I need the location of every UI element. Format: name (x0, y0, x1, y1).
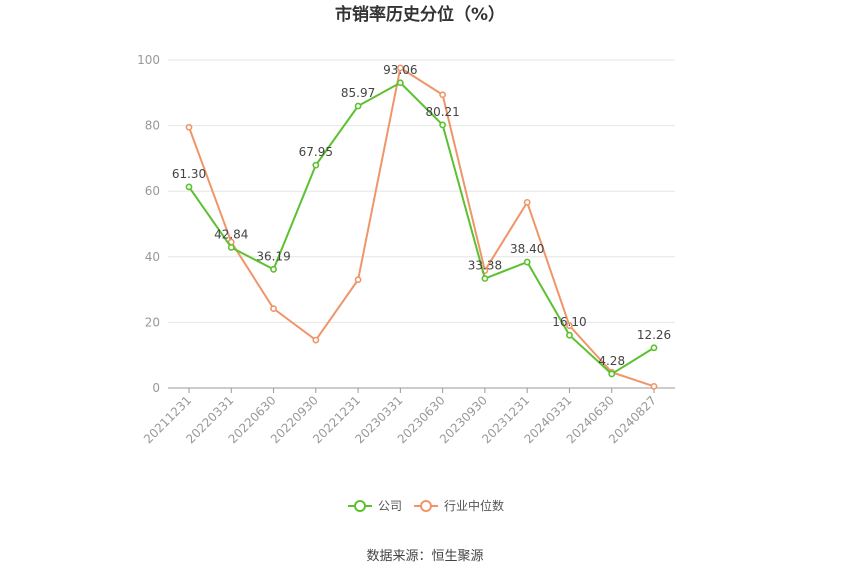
series-1-point (523, 198, 531, 206)
x-axis: 2021123120220331202206302022093020221231… (141, 387, 675, 446)
series-1-point (270, 305, 277, 313)
legend-item-1: 行业中位数 (414, 498, 504, 513)
series-0-point (608, 370, 616, 378)
series-line-1 (188, 66, 655, 388)
data-label: 36.19 (256, 249, 290, 263)
data-label: 67.95 (299, 145, 333, 159)
series-0-point (439, 121, 447, 129)
data-label: 4.28 (598, 354, 625, 368)
series-layer (185, 64, 658, 390)
series-0-point (185, 183, 193, 191)
data-label: 12.26 (637, 328, 671, 342)
series-1-point (650, 382, 658, 390)
data-label: 93.06 (383, 63, 417, 77)
data-label: 16.10 (552, 315, 586, 329)
series-1-point (185, 123, 193, 131)
data-label: 85.97 (341, 86, 375, 100)
data-label: 38.40 (510, 242, 544, 256)
series-1-point (312, 336, 320, 344)
series-1-point (566, 322, 573, 330)
y-tick-label: 0 (152, 381, 160, 395)
series-0-point (396, 79, 404, 87)
y-axis: 0 20 40 60 80 100 (137, 53, 160, 395)
data-labels: 61.30 42.84 36.19 67.95 85.97 93.06 80.21 33.38… (172, 63, 671, 368)
series-0-point (481, 275, 489, 282)
series-1-point (354, 276, 362, 284)
legend-label: 公司 (378, 499, 402, 513)
source-note: 数据来源：恒生聚源 (366, 549, 483, 564)
y-tick-label: 40 (145, 250, 160, 264)
series-0-point (270, 265, 277, 273)
legend-swatch-marker (354, 500, 366, 512)
series-0-point (523, 258, 531, 266)
series-0-point (312, 161, 320, 169)
legend-item-0: 公司 (348, 499, 402, 513)
data-label: 42.84 (214, 227, 248, 241)
legend-label: 行业中位数 (444, 498, 504, 513)
series-1-point (396, 64, 404, 72)
y-tick-label: 100 (137, 53, 160, 67)
grid (168, 59, 675, 323)
series-0-point (354, 102, 362, 110)
y-tick-label: 20 (145, 315, 160, 329)
series-0-point (650, 344, 658, 352)
series-1-point (439, 91, 447, 99)
chart-title: 市销率历史分位（%） (335, 4, 505, 25)
legend-swatch-marker (420, 500, 432, 512)
legend: 公司 行业中位数 (348, 498, 504, 513)
y-tick-label: 60 (145, 184, 160, 198)
series-0-point (227, 244, 235, 251)
data-label: 80.21 (425, 105, 459, 119)
series-0-point (566, 331, 573, 339)
series-line-0 (188, 81, 655, 375)
data-label: 61.30 (172, 167, 206, 181)
data-label: 33.38 (468, 259, 502, 273)
y-tick-label: 80 (145, 119, 160, 133)
